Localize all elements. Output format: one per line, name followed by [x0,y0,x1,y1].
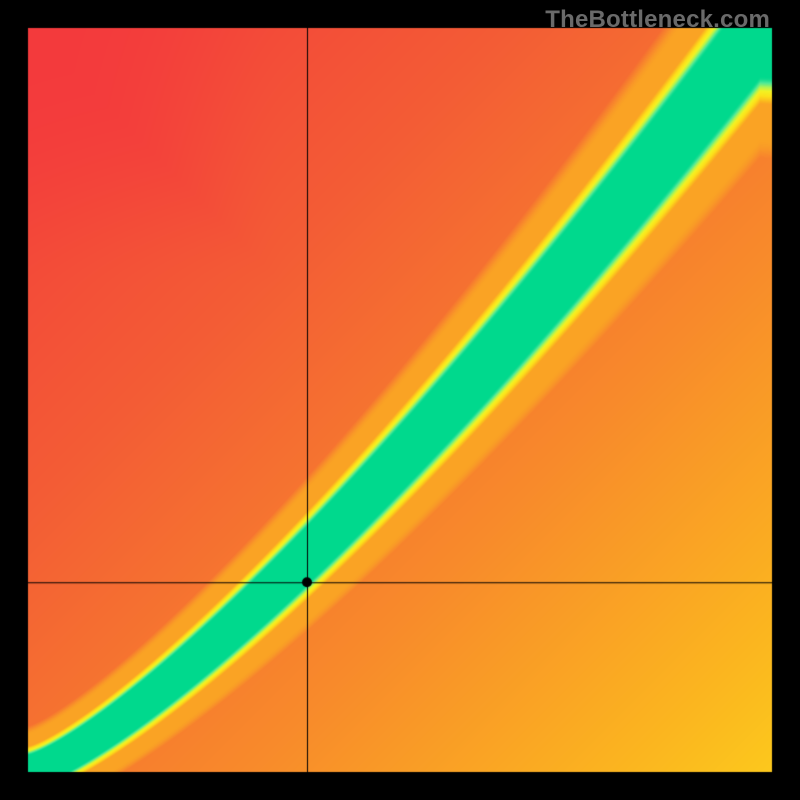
chart-stage: TheBottleneck.com [0,0,800,800]
watermark-text: TheBottleneck.com [545,6,770,34]
heatmap-canvas [0,0,800,800]
